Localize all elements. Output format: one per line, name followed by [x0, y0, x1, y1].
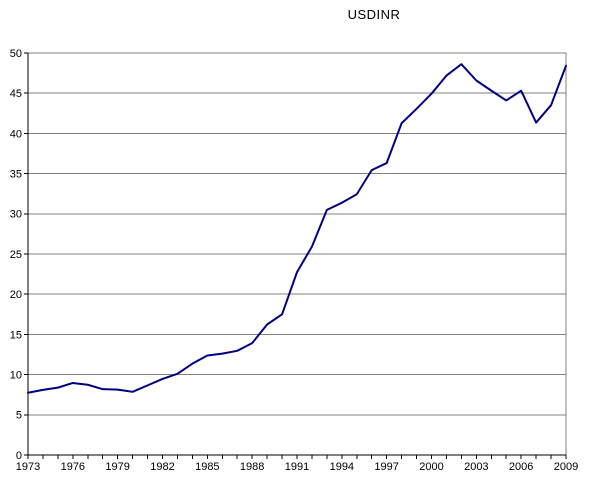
chart-title: USDINR: [347, 7, 401, 22]
y-axis-label: 10: [10, 369, 22, 381]
y-axis-label: 40: [10, 128, 22, 140]
x-axis-label: 2003: [464, 461, 488, 473]
y-axis-label: 30: [10, 209, 22, 221]
y-axis-label: 15: [10, 329, 22, 341]
x-axis-label: 2000: [419, 461, 443, 473]
x-axis-label: 1985: [195, 461, 219, 473]
x-axis-label: 1988: [240, 461, 264, 473]
y-axis-label: 0: [16, 450, 22, 462]
y-axis-label: 25: [10, 249, 22, 261]
y-axis-label: 45: [10, 88, 22, 100]
x-axis-label: 1997: [374, 461, 398, 473]
x-axis-label: 1973: [16, 461, 40, 473]
x-axis-label: 1976: [61, 461, 85, 473]
x-axis-label: 1994: [330, 461, 354, 473]
x-axis-label: 2006: [509, 461, 533, 473]
x-axis-label: 1991: [285, 461, 309, 473]
x-axis-label: 1979: [105, 461, 129, 473]
y-axis-label: 20: [10, 289, 22, 301]
y-axis-label: 50: [10, 48, 22, 60]
y-axis-label: 35: [10, 168, 22, 180]
x-axis-label: 2009: [554, 461, 578, 473]
y-axis-label: 5: [16, 410, 22, 422]
usdinr-series-line: [27, 63, 567, 394]
x-axis-label: 1982: [150, 461, 174, 473]
